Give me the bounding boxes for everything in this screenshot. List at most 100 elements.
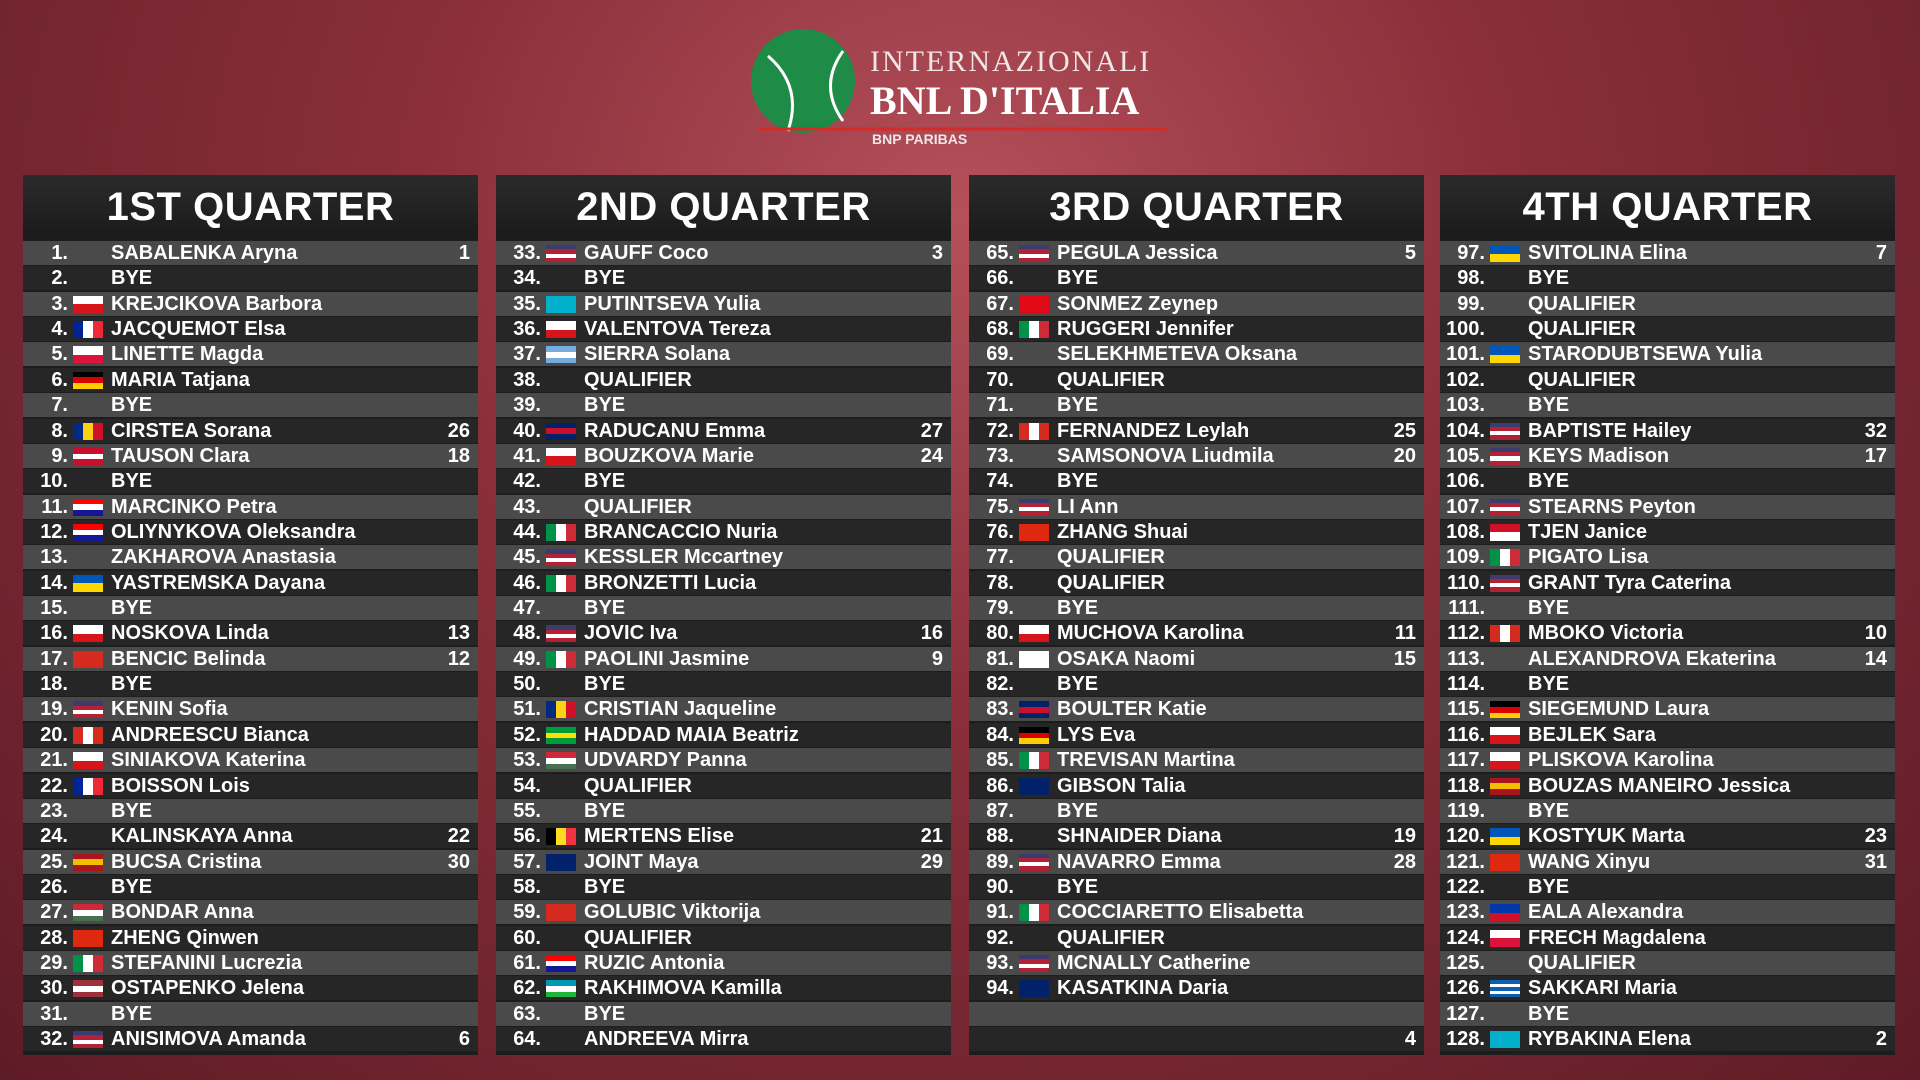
seed: 3 (931, 242, 943, 264)
draw-position: 86. (986, 774, 1014, 797)
draw-row: 121. WANG Xinyu 31 (1440, 849, 1895, 874)
flag-stripe (546, 629, 576, 634)
draw-position: 122. (1446, 876, 1485, 898)
player-name: SINIAKOVA Katerina (111, 749, 306, 772)
player-name: QUALIFIER (584, 774, 692, 797)
player-name: CIRSTEA Sorana (111, 419, 272, 442)
flag-stripe (73, 910, 103, 916)
player-name: VALENTOVA Tereza (584, 318, 771, 341)
player-name: QUALIFIER (1528, 318, 1636, 341)
flag (546, 650, 576, 668)
draw-position: 120. (1446, 825, 1485, 848)
player-name: KESSLER Mccartney (584, 546, 783, 569)
draw-position: 51. (513, 698, 541, 721)
draw-row: 61. RUZIC Antonia (496, 951, 951, 976)
player-name: KOSTYUK Marta (1528, 825, 1685, 848)
player-name: PEGULA Jessica (1057, 242, 1218, 264)
draw-position: 103. (1446, 394, 1485, 417)
draw-row: 116. BEJLEK Sara (1440, 722, 1895, 747)
flag-stripe (73, 701, 103, 706)
draw-position: 77. (986, 546, 1014, 569)
flag-stripe (93, 777, 103, 795)
player-name: QUALIFIER (1057, 571, 1165, 594)
draw-position: 52. (513, 723, 541, 746)
flag-stripe (1490, 625, 1500, 643)
flag-stripe (73, 986, 103, 992)
draw-row: 60. QUALIFIER (496, 925, 951, 950)
draw-row: 37. SIERRA Solana (496, 342, 951, 367)
flag-stripe (1019, 866, 1049, 871)
flag-stripe (1019, 523, 1049, 541)
flag (1019, 245, 1049, 262)
seed: 10 (1864, 622, 1887, 645)
flag-stripe (1490, 783, 1520, 789)
player-name: QUALIFIER (1528, 952, 1636, 975)
seed: 28 (1393, 850, 1416, 873)
seed: 6 (458, 1028, 470, 1051)
player-name: WANG Xinyu (1528, 850, 1651, 873)
flag (73, 422, 103, 440)
flag-stripe (1019, 502, 1049, 508)
player-name: GIBSON Talia (1057, 774, 1186, 797)
seed: 4 (1404, 1028, 1416, 1051)
draw-row: 81. OSAKA Naomi 15 (969, 646, 1424, 671)
draw-row: 110. GRANT Tyra Caterina (1440, 570, 1895, 595)
player-name: JOINT Maya (584, 850, 699, 873)
draw-row: 118. BOUZAS MANEIRO Jessica (1440, 773, 1895, 798)
draw-row: 1. SABALENKA Aryna 1 (23, 241, 478, 265)
draw-row: 2. BYE (23, 266, 478, 291)
draw-row: 100. QUALIFIER (1440, 317, 1895, 342)
flag (546, 574, 576, 592)
flag-stripe (546, 633, 576, 639)
flag-stripe (556, 574, 566, 592)
draw-position: 69. (986, 343, 1014, 366)
draw-row: 27. BONDAR Anna (23, 900, 478, 925)
draw-row: 15. BYE (23, 596, 478, 621)
seed: 21 (920, 825, 943, 848)
draw-position: 24. (40, 825, 68, 848)
flag-stripe (73, 752, 103, 761)
player-name: GAUFF Coco (584, 242, 709, 264)
player-name: RADUCANU Emma (584, 419, 766, 442)
draw-position: 99. (1457, 292, 1485, 315)
flag-stripe (1490, 760, 1520, 770)
flag-stripe (73, 980, 103, 987)
player-name: QUALIFIER (584, 368, 692, 391)
player-name: SHNAIDER Diana (1057, 825, 1222, 848)
flag (1019, 701, 1049, 719)
flag (1019, 650, 1049, 668)
draw-position: 60. (513, 926, 541, 949)
draw-row: 128. RYBAKINA Elena 2 (1440, 1027, 1895, 1052)
flag (546, 321, 576, 339)
flag-stripe (1490, 511, 1520, 516)
player-name: STEARNS Peyton (1528, 495, 1696, 518)
draw-position: 121. (1446, 850, 1485, 873)
flag-stripe (73, 760, 103, 770)
flag-stripe (1490, 707, 1520, 713)
flag-stripe (566, 701, 576, 719)
draw-position: 50. (513, 673, 541, 696)
flag-stripe (546, 352, 576, 358)
flag (1019, 295, 1049, 313)
player-name: BOUZKOVA Marie (584, 444, 755, 467)
draw-position: 64. (513, 1028, 541, 1051)
flag (1490, 828, 1520, 846)
flag-stripe (73, 509, 103, 516)
flag-stripe (1019, 245, 1049, 250)
player-name: OSAKA Naomi (1057, 647, 1196, 670)
draw-position: 83. (986, 698, 1014, 721)
draw-position: 117. (1447, 749, 1485, 772)
draw-row: 5. LINETTE Magda (23, 342, 478, 367)
flag (546, 752, 576, 770)
flag-stripe (546, 557, 576, 563)
flag-stripe (1490, 346, 1520, 355)
player-name: BYE (1057, 673, 1099, 696)
seed: 32 (1864, 419, 1887, 442)
player-name: MARCINKO Petra (111, 495, 277, 518)
draw-position: 19. (40, 698, 68, 721)
player-name: BUCSA Cristina (111, 850, 262, 873)
draw-row: 104. BAPTISTE Hailey 32 (1440, 418, 1895, 443)
draw-row: 124. FRECH Magdalena (1440, 925, 1895, 950)
flag-stripe (73, 709, 103, 715)
player-name: SAMSONOVA Liudmila (1057, 444, 1274, 467)
